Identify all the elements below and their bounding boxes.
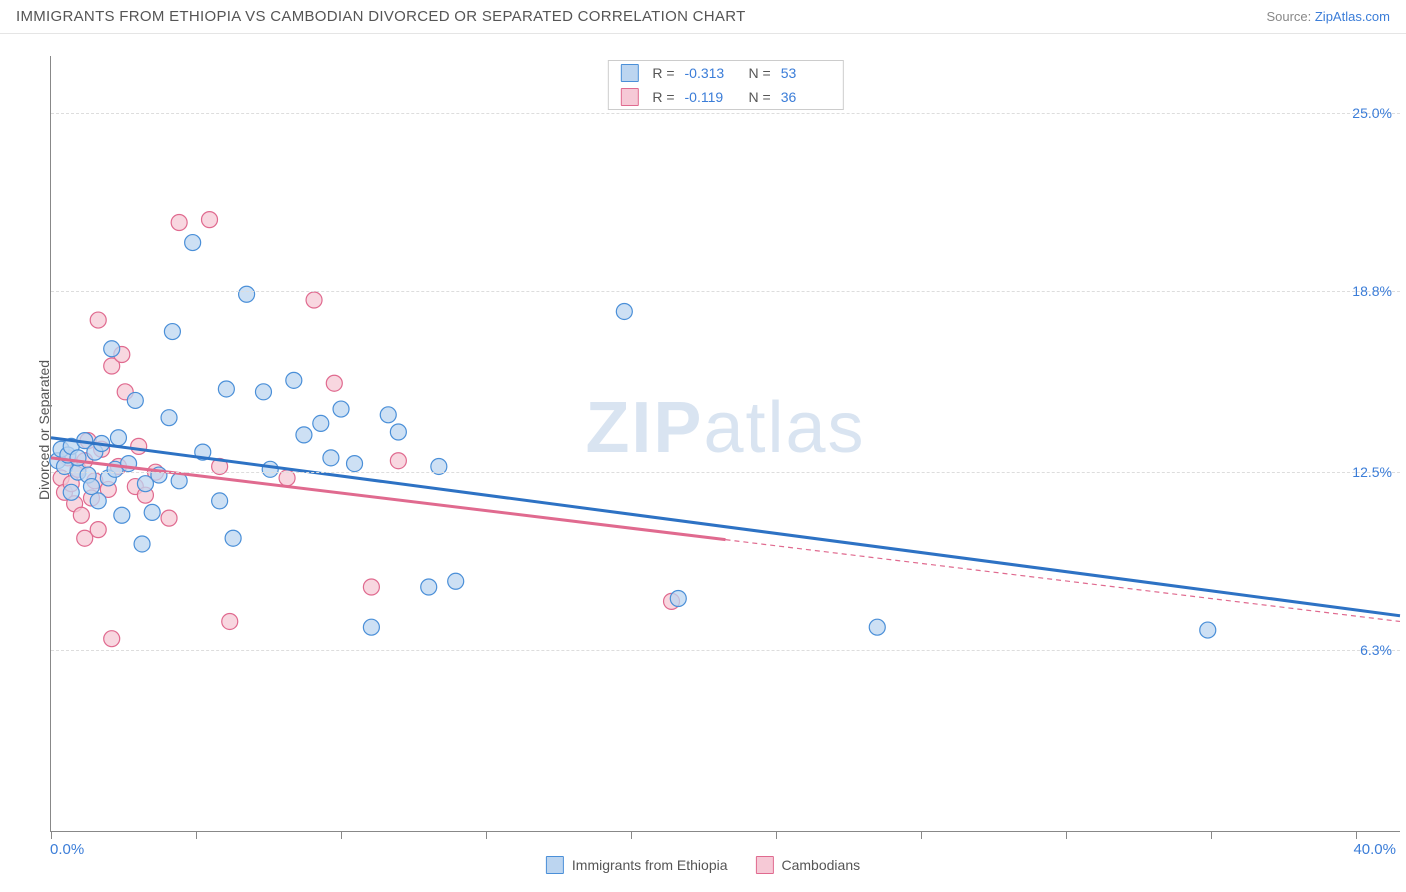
legend-label-cambodians: Cambodians xyxy=(782,857,861,873)
scatter-point xyxy=(616,303,632,319)
scatter-point xyxy=(390,453,406,469)
gridline-h xyxy=(51,291,1400,292)
y-tick-label: 18.8% xyxy=(1352,283,1392,299)
scatter-point xyxy=(134,536,150,552)
scatter-point xyxy=(363,619,379,635)
scatter-point xyxy=(448,573,464,589)
scatter-point xyxy=(390,424,406,440)
legend-n-label-2: N = xyxy=(745,89,771,105)
scatter-point xyxy=(212,493,228,509)
y-tick-label: 25.0% xyxy=(1352,105,1392,121)
scatter-point xyxy=(323,450,339,466)
x-axis-min-label: 0.0% xyxy=(50,841,84,858)
x-tick xyxy=(486,831,487,839)
title-bar: IMMIGRANTS FROM ETHIOPIA VS CAMBODIAN DI… xyxy=(0,0,1406,34)
scatter-point xyxy=(347,456,363,472)
legend-row-series-1: R = -0.313 N = 53 xyxy=(608,61,842,85)
x-tick xyxy=(921,831,922,839)
legend-r-value-1: -0.313 xyxy=(685,65,735,81)
scatter-point xyxy=(110,430,126,446)
legend-r-value-2: -0.119 xyxy=(685,89,735,105)
trend-line xyxy=(51,438,1400,616)
scatter-point xyxy=(185,235,201,251)
scatter-point xyxy=(869,619,885,635)
legend-item-ethiopia: Immigrants from Ethiopia xyxy=(546,856,728,874)
x-tick xyxy=(631,831,632,839)
x-axis-max-label: 40.0% xyxy=(1353,841,1396,858)
source-label: Source: xyxy=(1266,9,1314,24)
scatter-point xyxy=(326,375,342,391)
scatter-point xyxy=(104,631,120,647)
scatter-svg xyxy=(51,56,1400,831)
scatter-point xyxy=(218,381,234,397)
source-link[interactable]: ZipAtlas.com xyxy=(1315,9,1390,24)
trend-line-extrapolated xyxy=(726,540,1401,622)
scatter-point xyxy=(63,484,79,500)
chart-plot-area: R = -0.313 N = 53 R = -0.119 N = 36 ZIPa… xyxy=(50,56,1400,832)
scatter-point xyxy=(255,384,271,400)
scatter-point xyxy=(83,479,99,495)
scatter-point xyxy=(104,341,120,357)
scatter-point xyxy=(1200,622,1216,638)
scatter-point xyxy=(222,613,238,629)
scatter-point xyxy=(202,212,218,228)
legend-n-label-1: N = xyxy=(745,65,771,81)
scatter-point xyxy=(131,438,147,454)
legend-swatch-ethiopia xyxy=(546,856,564,874)
x-tick xyxy=(1356,831,1357,839)
scatter-point xyxy=(161,510,177,526)
scatter-point xyxy=(144,504,160,520)
scatter-point xyxy=(127,392,143,408)
chart-title: IMMIGRANTS FROM ETHIOPIA VS CAMBODIAN DI… xyxy=(16,8,746,25)
gridline-h xyxy=(51,472,1400,473)
scatter-point xyxy=(73,507,89,523)
scatter-point xyxy=(164,324,180,340)
legend-correlation-box: R = -0.313 N = 53 R = -0.119 N = 36 xyxy=(607,60,843,110)
scatter-point xyxy=(114,507,130,523)
scatter-point xyxy=(380,407,396,423)
scatter-point xyxy=(296,427,312,443)
legend-swatch-cambodians xyxy=(756,856,774,874)
x-tick xyxy=(1066,831,1067,839)
legend-swatch-2 xyxy=(620,88,638,106)
x-tick xyxy=(1211,831,1212,839)
x-tick xyxy=(341,831,342,839)
scatter-point xyxy=(90,493,106,509)
source-credit: Source: ZipAtlas.com xyxy=(1266,9,1390,24)
gridline-h xyxy=(51,113,1400,114)
scatter-point xyxy=(421,579,437,595)
x-tick xyxy=(196,831,197,839)
scatter-point xyxy=(239,286,255,302)
legend-n-value-1: 53 xyxy=(781,65,831,81)
scatter-point xyxy=(286,372,302,388)
legend-r-label-1: R = xyxy=(648,65,674,81)
scatter-point xyxy=(670,591,686,607)
scatter-point xyxy=(225,530,241,546)
legend-row-series-2: R = -0.119 N = 36 xyxy=(608,85,842,109)
x-tick xyxy=(51,831,52,839)
scatter-point xyxy=(90,312,106,328)
scatter-point xyxy=(70,450,86,466)
scatter-point xyxy=(333,401,349,417)
scatter-point xyxy=(90,522,106,538)
legend-swatch-1 xyxy=(620,64,638,82)
legend-series: Immigrants from Ethiopia Cambodians xyxy=(546,856,860,874)
scatter-point xyxy=(306,292,322,308)
legend-r-label-2: R = xyxy=(648,89,674,105)
gridline-h xyxy=(51,650,1400,651)
legend-label-ethiopia: Immigrants from Ethiopia xyxy=(572,857,728,873)
y-tick-label: 12.5% xyxy=(1352,464,1392,480)
legend-n-value-2: 36 xyxy=(781,89,831,105)
scatter-point xyxy=(313,415,329,431)
scatter-point xyxy=(262,461,278,477)
scatter-point xyxy=(161,410,177,426)
scatter-point xyxy=(363,579,379,595)
y-tick-label: 6.3% xyxy=(1360,642,1392,658)
legend-item-cambodians: Cambodians xyxy=(756,856,861,874)
x-tick xyxy=(776,831,777,839)
scatter-point xyxy=(171,214,187,230)
